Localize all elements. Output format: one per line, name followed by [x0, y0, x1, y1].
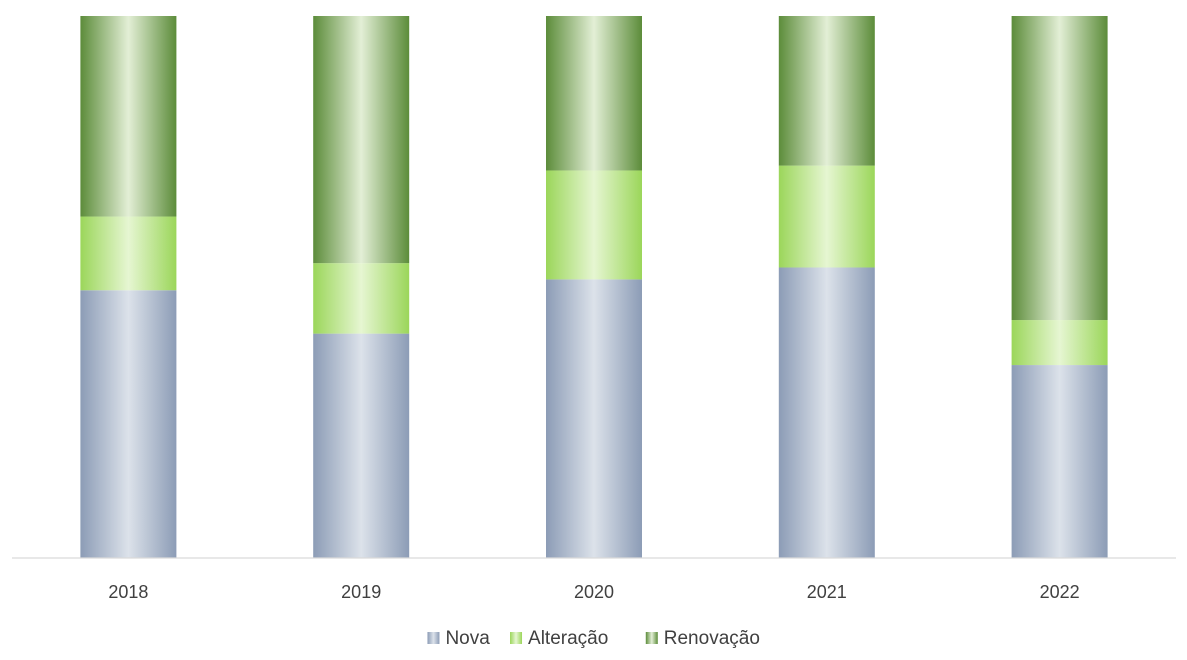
bar-alteracao-2022	[1011, 320, 1108, 366]
x-tick-label-2022: 2022	[1040, 582, 1080, 602]
x-tick-label-2020: 2020	[574, 582, 614, 602]
bar-nova-2020	[546, 279, 642, 558]
bar-alteracao-2019	[313, 263, 410, 334]
bar-renovacao-2022	[1011, 16, 1108, 321]
legend-swatch-nova	[427, 632, 440, 644]
bar-renovacao-2019	[313, 16, 410, 264]
bar-renovacao-2018	[80, 16, 177, 217]
bar-nova-2021	[778, 267, 875, 558]
bar-renovacao-2021	[778, 16, 875, 166]
bar-nova-2019	[313, 333, 410, 558]
legend-swatch-renovacao	[645, 632, 658, 644]
x-tick-label-2019: 2019	[341, 582, 381, 602]
legend: Nova Alteração Renovação	[427, 628, 760, 649]
legend-label-alteracao: Alteração	[528, 628, 608, 649]
bar-alteracao-2018	[80, 216, 177, 291]
legend-label-renovacao: Renovação	[664, 628, 760, 649]
legend-label-nova: Nova	[445, 628, 490, 649]
bar-alteracao-2021	[778, 165, 875, 268]
bar-alteracao-2020	[546, 170, 642, 280]
legend-swatch-alteracao	[510, 632, 523, 644]
legend-item-alteracao: Alteração	[510, 628, 608, 649]
bar-nova-2018	[80, 290, 177, 558]
bar-renovacao-2020	[546, 16, 642, 171]
x-tick-label-2021: 2021	[807, 582, 847, 602]
legend-item-nova: Nova	[427, 628, 490, 649]
x-tick-labels: 2018 2019 2020 2021 2022	[108, 582, 1079, 602]
x-tick-label-2018: 2018	[108, 582, 148, 602]
legend-item-renovacao: Renovação	[645, 628, 760, 649]
bars-layer	[80, 16, 1108, 558]
bar-nova-2022	[1011, 365, 1108, 558]
